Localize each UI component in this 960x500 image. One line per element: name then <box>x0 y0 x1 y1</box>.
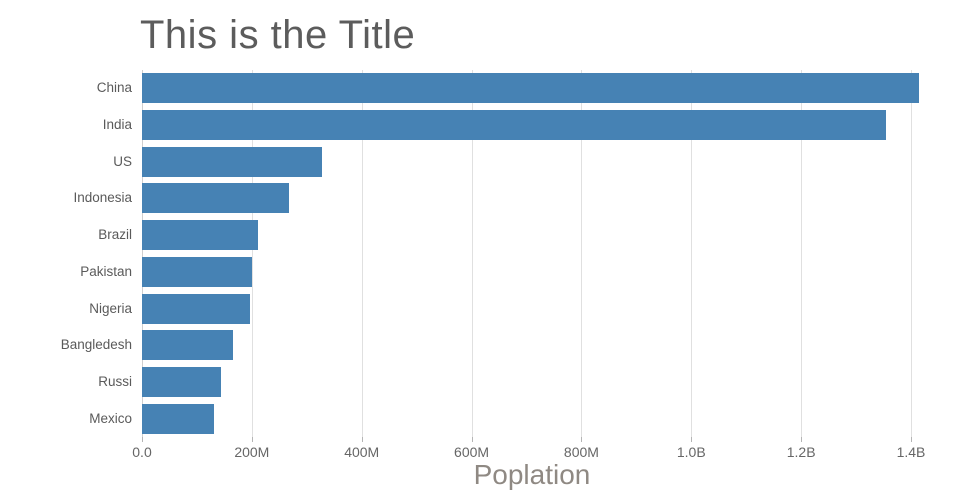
x-tick-label: 200M <box>234 444 270 460</box>
bar-china <box>142 73 920 104</box>
bar-nigeria <box>142 293 250 324</box>
category-label-brazil: Brazil <box>98 227 132 243</box>
x-axis-label: Poplation <box>473 459 591 490</box>
x-axis-tick <box>801 437 803 442</box>
x-tick-label: 600M <box>454 444 490 460</box>
gridline <box>361 70 363 437</box>
x-axis-tick <box>691 437 693 442</box>
gridline <box>691 70 693 437</box>
x-tick-label: 800M <box>563 444 599 460</box>
bar-us <box>142 146 322 177</box>
category-label-russi: Russi <box>98 373 132 389</box>
chart-title: This is the Title <box>140 13 416 57</box>
bar-pakistan <box>142 256 253 287</box>
category-label-us: US <box>113 153 132 169</box>
x-axis-tick <box>361 437 363 442</box>
x-axis-tick <box>581 437 583 442</box>
x-tick-label: 400M <box>344 444 380 460</box>
bar-mexico <box>142 403 214 434</box>
gridline <box>251 70 253 437</box>
category-label-nigeria: Nigeria <box>89 300 132 316</box>
y-axis-line <box>142 70 143 437</box>
x-axis-tick <box>251 437 253 442</box>
gridline <box>581 70 583 437</box>
category-label-bangledesh: Bangledesh <box>60 337 132 353</box>
bar-india <box>142 110 886 141</box>
x-tick-label: 1.2B <box>786 444 816 460</box>
x-tick-label: 1.0B <box>676 444 706 460</box>
x-axis-tick <box>911 437 912 442</box>
category-label-india: India <box>102 117 132 133</box>
bar-indonesia <box>142 183 289 214</box>
bar-russi <box>142 366 222 397</box>
category-label-pakistan: Pakistan <box>80 263 132 279</box>
category-label-indonesia: Indonesia <box>73 190 132 206</box>
x-axis-tick <box>471 437 473 442</box>
category-label-mexico: Mexico <box>89 410 132 426</box>
category-label-china: China <box>96 80 132 96</box>
gridline <box>801 70 803 437</box>
x-tick-label: 1.4B <box>896 444 926 460</box>
x-tick-label: 0.0 <box>132 444 152 460</box>
x-axis-tick <box>142 437 143 442</box>
bar-bangledesh <box>142 330 234 361</box>
gridline <box>911 70 912 437</box>
bar-brazil <box>142 220 258 251</box>
gridline <box>471 70 473 437</box>
